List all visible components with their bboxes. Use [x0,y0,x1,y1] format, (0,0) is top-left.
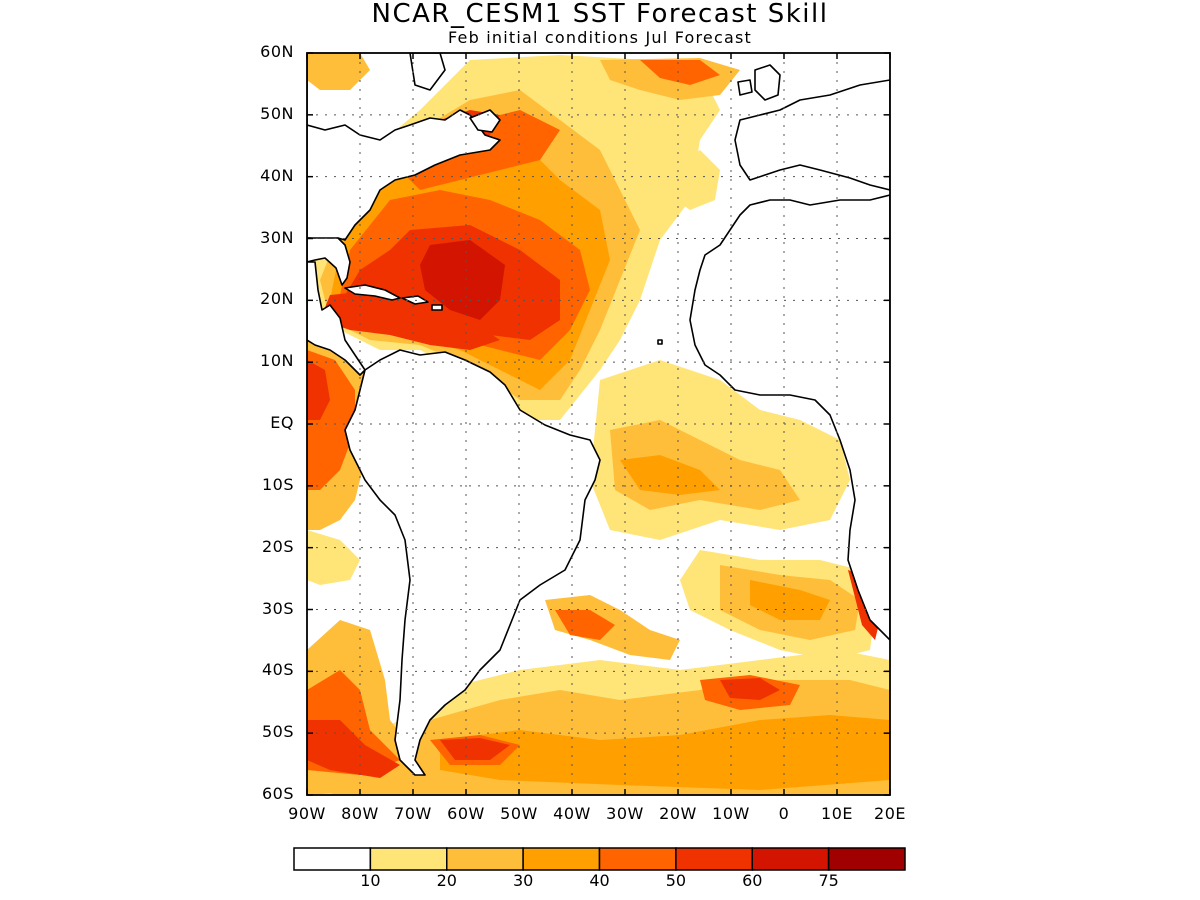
lon-label: 0 [778,804,790,823]
shade-azores-20 [670,150,720,210]
colorbar-swatch [522,847,601,871]
colorbar [293,847,906,871]
map-subtitle: Feb initial conditions Jul Forecast [448,28,752,47]
lat-label: EQ [270,413,294,432]
lon-label: 70W [394,804,432,823]
lon-label: 10W [712,804,750,823]
colorbar-label: 20 [436,871,457,890]
lon-label: 80W [341,804,379,823]
colorbar-swatch [751,847,830,871]
land-labrador [409,53,446,91]
colorbar-swatch [827,847,906,871]
colorbar-swatch [598,847,677,871]
shade-southern-60 [720,678,780,700]
lat-label: 30N [260,227,294,247]
colorbar-swatch [293,847,372,871]
shade-e-pacific-60 [307,360,330,420]
shade-nw-corner [307,53,370,90]
lat-label: 60S [261,784,294,803]
lat-label: 50N [260,103,294,123]
map-title: NCAR_CESM1 SST Forecast Skill [371,0,829,29]
land-cuba [344,284,401,301]
land-africa [689,194,890,641]
land-puerto-rico [431,304,443,311]
lon-label: 10E [821,804,853,823]
coastlines [307,53,890,776]
lat-label: 30S [261,598,294,618]
axis-ticks [306,52,891,796]
land-south-america [344,349,601,776]
land-north-america [307,53,501,241]
lon-label: 40W [553,804,591,823]
colorbar-swatch [446,847,524,871]
lon-label: 30W [606,804,644,823]
lon-label: 60W [447,804,485,823]
shade-drake-60 [440,738,510,760]
shade-sepacific-60 [307,720,400,778]
lat-label: 60N [260,42,294,61]
grid [307,53,890,795]
land-ireland [737,79,753,96]
lon-label: 90W [288,804,326,823]
shade-caribbean-60 [320,290,500,350]
shade-sepac-20 [307,530,360,585]
colorbar-label: 10 [360,871,381,890]
lon-label: 50W [500,804,538,823]
lat-label: 10N [260,351,294,371]
lat-label: 40N [260,165,294,185]
lat-label: 40S [261,660,294,680]
colorbar-label: 75 [818,871,839,890]
colorbar-label: 30 [512,871,534,890]
shade-eq-atlantic-40 [620,455,720,495]
shade-ne-50 [640,60,720,85]
shade-confluence-50 [555,610,615,640]
colorbar-swatch [369,847,448,871]
shade-n-atlantic-75 [420,240,505,320]
lat-label: 20S [261,536,294,556]
land-central-america [307,261,366,376]
land-europe [734,79,890,191]
colorbar-swatch [675,847,753,871]
lat-label: 20N [260,289,294,309]
lat-label: 10S [261,474,294,494]
colorbar-label: 50 [665,871,687,890]
shade-s-atlantic-40 [750,580,830,620]
land-britain [754,64,781,101]
shade-southern-40 [440,715,890,790]
lat-label: 50S [261,722,294,742]
land-florida [307,237,351,286]
colorbar-label: 60 [742,871,763,890]
lon-label: 20W [659,804,697,823]
lon-label: 20E [874,804,906,823]
land-cape-verde [657,339,663,345]
colorbar-label: 40 [589,871,610,890]
land-newfoundland [469,109,501,133]
